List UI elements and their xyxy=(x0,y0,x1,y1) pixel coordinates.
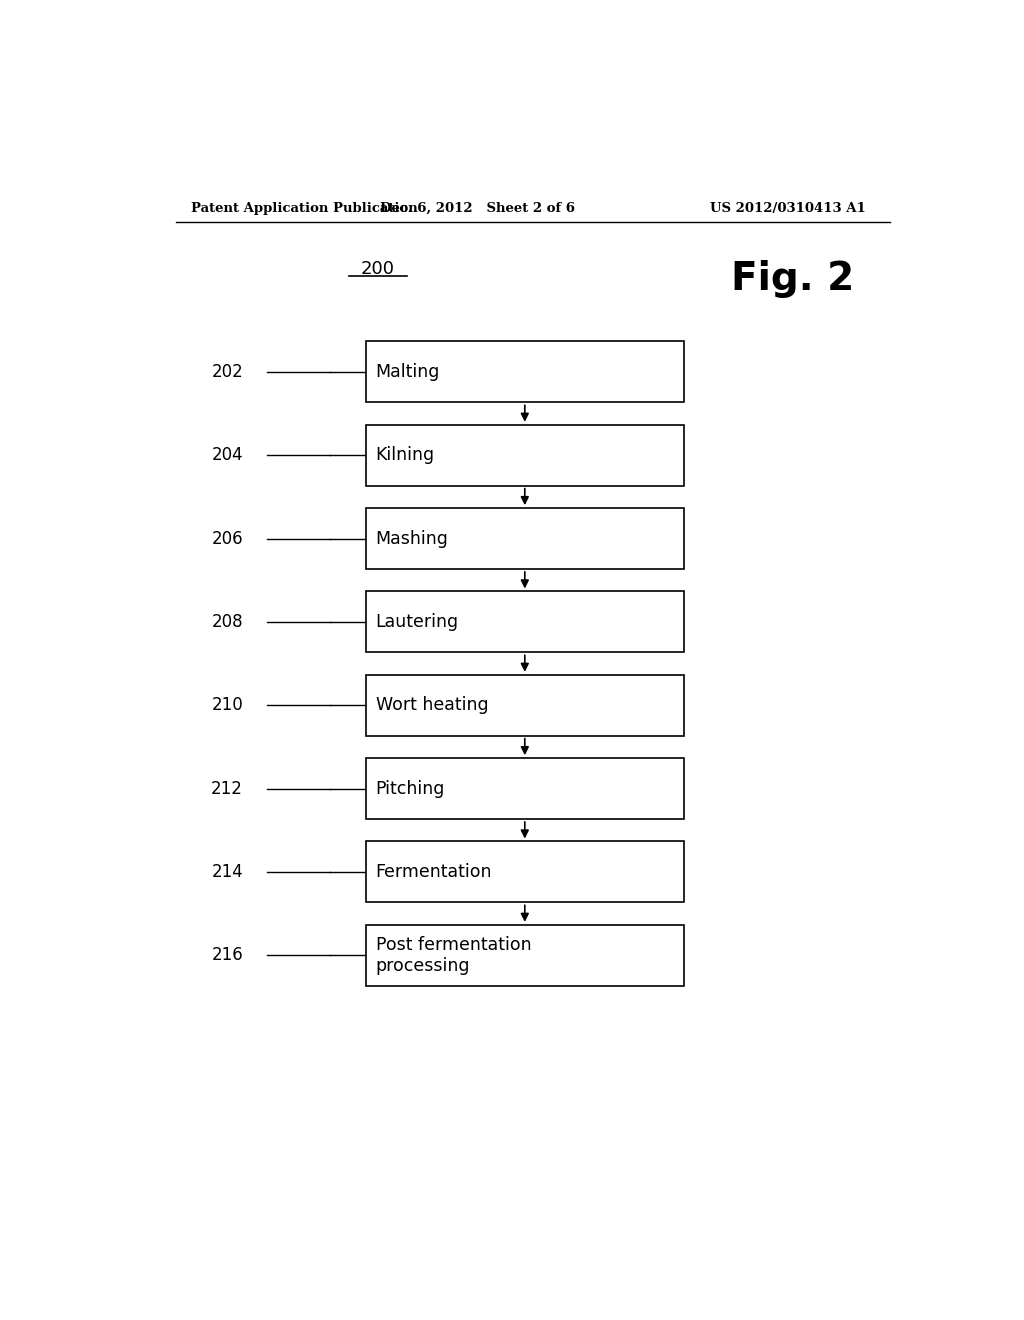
Bar xyxy=(367,675,684,735)
Text: 202: 202 xyxy=(211,363,243,381)
Text: 212: 212 xyxy=(211,780,243,797)
Bar xyxy=(367,758,684,818)
Text: 206: 206 xyxy=(211,529,243,548)
Text: Patent Application Publication: Patent Application Publication xyxy=(191,202,418,215)
Text: Post fermentation
processing: Post fermentation processing xyxy=(376,936,531,974)
Bar xyxy=(367,508,684,569)
Text: 214: 214 xyxy=(211,863,243,880)
Text: Pitching: Pitching xyxy=(376,780,445,797)
Bar xyxy=(367,925,684,986)
Bar xyxy=(367,591,684,652)
Bar xyxy=(367,425,684,486)
Text: 216: 216 xyxy=(211,946,243,964)
Text: 200: 200 xyxy=(361,260,395,279)
Text: Mashing: Mashing xyxy=(376,529,449,548)
Text: US 2012/0310413 A1: US 2012/0310413 A1 xyxy=(711,202,866,215)
Text: Dec. 6, 2012   Sheet 2 of 6: Dec. 6, 2012 Sheet 2 of 6 xyxy=(380,202,574,215)
Text: 210: 210 xyxy=(211,696,243,714)
Text: 208: 208 xyxy=(211,612,243,631)
Text: Fermentation: Fermentation xyxy=(376,863,493,880)
Text: 204: 204 xyxy=(211,446,243,465)
Text: Malting: Malting xyxy=(376,363,440,381)
Text: Fig. 2: Fig. 2 xyxy=(731,260,854,298)
Bar xyxy=(367,342,684,403)
Bar xyxy=(367,841,684,903)
Text: Lautering: Lautering xyxy=(376,612,459,631)
Text: Wort heating: Wort heating xyxy=(376,696,488,714)
Text: Kilning: Kilning xyxy=(376,446,435,465)
